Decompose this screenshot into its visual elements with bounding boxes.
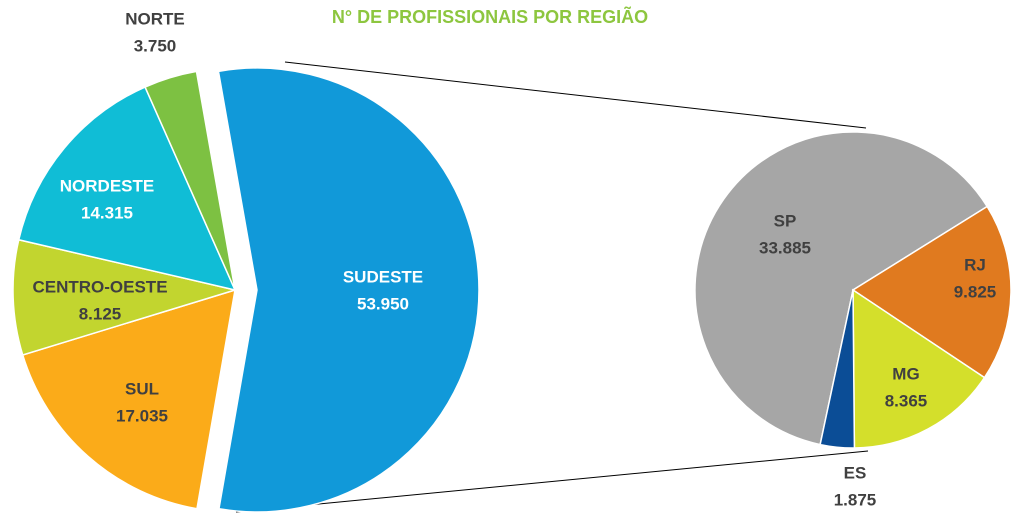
pie-slice: [819, 289, 856, 449]
slice-label: NORDESTE: [60, 176, 154, 195]
slice-label: RJ: [964, 255, 986, 274]
pie-slice: [852, 288, 986, 449]
connector-line: [284, 61, 867, 129]
slice-label: MG: [892, 364, 919, 383]
connector-line: [235, 450, 869, 513]
slice-value: 33.885: [759, 238, 811, 257]
pie-slice: [144, 70, 236, 291]
slice-label: CENTRO-OESTE: [32, 277, 167, 296]
slice-value: 3.750: [134, 36, 177, 55]
slice-label: NORTE: [125, 9, 185, 28]
slice-label: SP: [774, 211, 797, 230]
pie-slice: [17, 86, 237, 292]
slice-value: 8.125: [79, 304, 122, 323]
slice-value: 1.875: [834, 490, 877, 509]
slice-value: 17.035: [116, 406, 168, 425]
pie-slice: [217, 67, 480, 513]
slice-value: 53.950: [357, 294, 409, 313]
slice-value: 8.365: [885, 391, 928, 410]
pie-slice: [21, 288, 236, 510]
chart-title: N° DE PROFISSIONAIS POR REGIÃO: [332, 6, 648, 27]
pie-slice: [694, 131, 989, 446]
slice-label: SUDESTE: [343, 267, 423, 286]
slice-value: 9.825: [954, 282, 997, 301]
slice-label: ES: [844, 463, 867, 482]
slice-value: 14.315: [81, 203, 133, 222]
pie-slice: [12, 238, 238, 356]
slice-label: SUL: [125, 379, 159, 398]
